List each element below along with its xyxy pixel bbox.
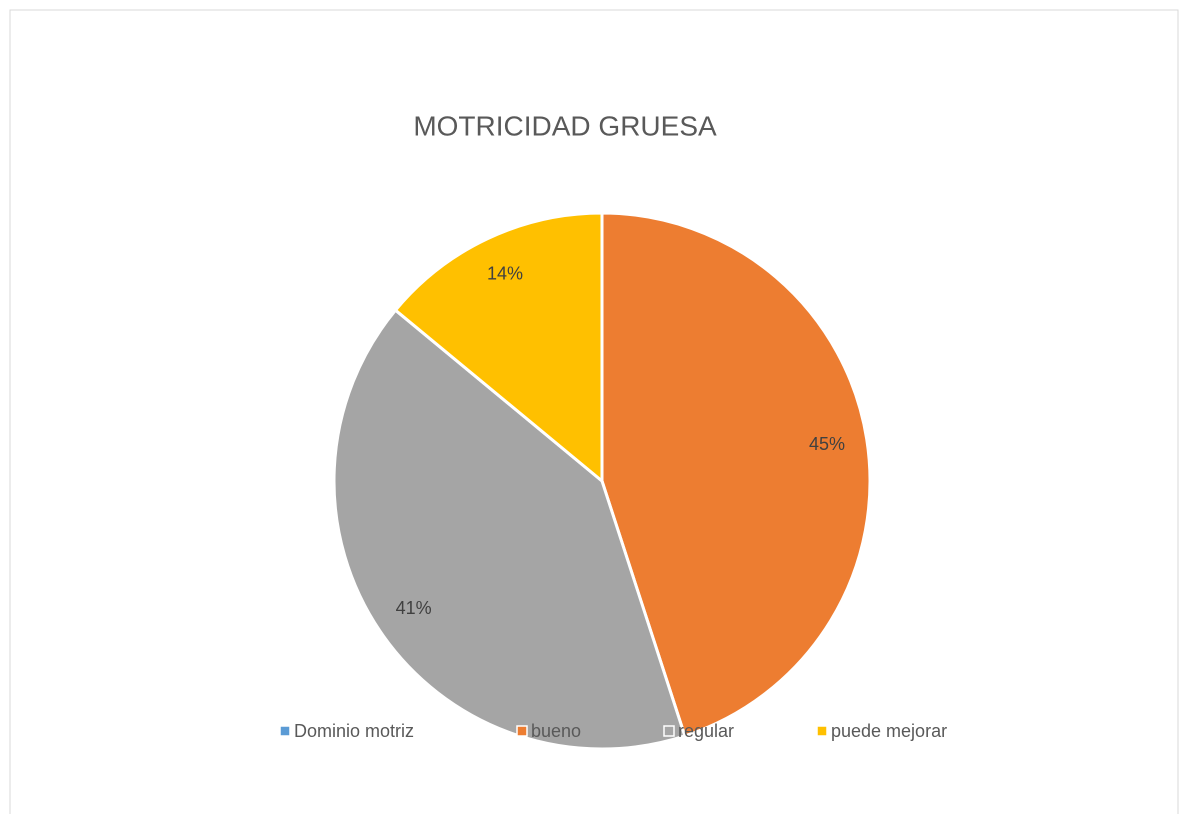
data-label: 41% bbox=[396, 598, 432, 618]
legend-marker bbox=[663, 725, 675, 737]
legend-label: bueno bbox=[531, 721, 581, 741]
legend-marker bbox=[516, 725, 528, 737]
pie-slice bbox=[394, 211, 604, 483]
chart-title: MOTRICIDAD GRUESA bbox=[413, 110, 717, 141]
legend-label: Dominio motriz bbox=[294, 721, 414, 741]
legend-label: puede mejorar bbox=[831, 721, 947, 741]
pie-slice bbox=[332, 308, 687, 751]
legend-label: regular bbox=[678, 721, 734, 741]
data-label: 14% bbox=[487, 264, 523, 284]
chart-frame bbox=[9, 9, 1179, 814]
pie-slice bbox=[600, 211, 872, 738]
legend-marker bbox=[816, 725, 828, 737]
data-label: 45% bbox=[809, 434, 845, 454]
legend-marker bbox=[279, 725, 291, 737]
